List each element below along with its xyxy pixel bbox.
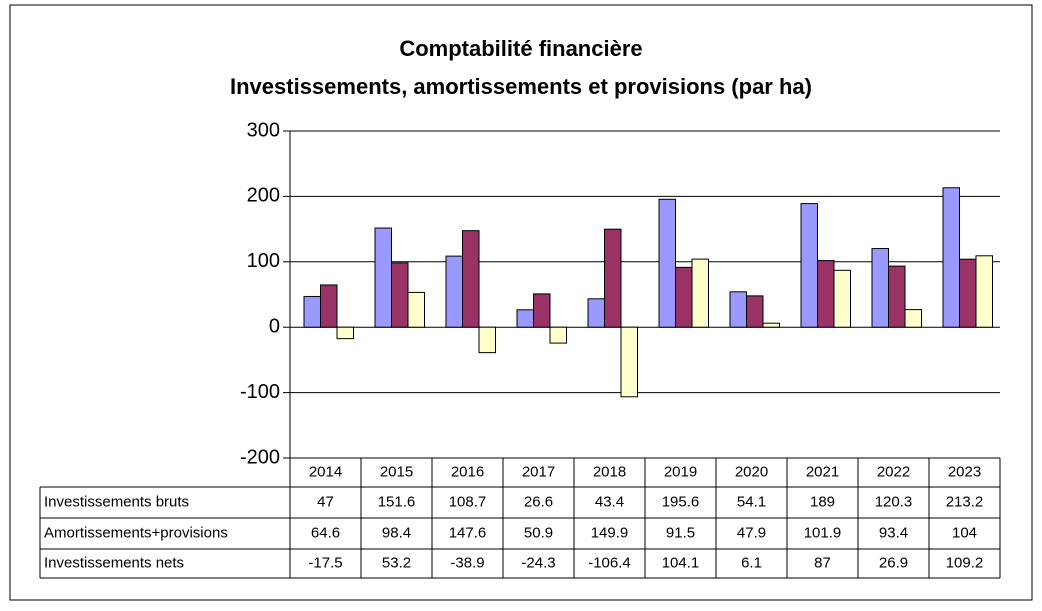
table-cell: 64.6 [311, 524, 340, 541]
bar [762, 322, 780, 328]
bar [391, 262, 409, 328]
bar [871, 248, 889, 328]
table-cell: 213.2 [946, 493, 984, 510]
table-cell: -17.5 [308, 554, 342, 571]
bar [445, 255, 463, 328]
x-tick-label: 2020 [735, 463, 768, 480]
bar [691, 258, 709, 328]
x-tick-label: 2017 [522, 463, 555, 480]
y-tick-label: 100 [247, 250, 280, 272]
y-tick-label: -200 [240, 446, 280, 468]
table-cell: 93.4 [879, 524, 908, 541]
table-cell: 6.1 [741, 554, 762, 571]
bar [478, 326, 496, 354]
table-cell: 26.6 [524, 493, 553, 510]
bar [587, 298, 605, 328]
table-cell: -38.9 [450, 554, 484, 571]
x-tick-label: 2019 [664, 463, 697, 480]
table-cell: 189 [810, 493, 835, 510]
bar [407, 291, 425, 328]
bar [817, 260, 835, 328]
chart-subtitle: Investissements, amortissements et provi… [230, 74, 812, 99]
table-cell: 47.9 [737, 524, 766, 541]
y-tick-label: 300 [247, 119, 280, 141]
y-tick-label: -100 [240, 381, 280, 403]
bar [516, 309, 534, 328]
bar [959, 258, 977, 328]
bar [833, 269, 851, 328]
table-cell: 151.6 [378, 493, 416, 510]
bar [320, 284, 338, 328]
x-tick-label: 2023 [948, 463, 981, 480]
table-cell: 195.6 [662, 493, 700, 510]
legend-label: Investissements nets [44, 554, 184, 571]
table-cell: -24.3 [521, 554, 555, 571]
table-cell: 104 [952, 524, 977, 541]
legend-label: Amortissements+provisions [44, 524, 228, 541]
bar [620, 326, 638, 398]
table-cell: 147.6 [449, 524, 487, 541]
bar [800, 203, 818, 328]
table-cell: 101.9 [804, 524, 842, 541]
bar [942, 187, 960, 328]
bar [462, 230, 480, 328]
y-tick-label: 200 [247, 185, 280, 207]
x-tick-label: 2022 [877, 463, 910, 480]
bar [303, 295, 321, 328]
x-tick-label: 2018 [593, 463, 626, 480]
table-cell: 91.5 [666, 524, 695, 541]
table-cell: 149.9 [591, 524, 629, 541]
table-cell: 43.4 [595, 493, 624, 510]
x-tick-label: 2014 [309, 463, 342, 480]
bar [746, 295, 764, 328]
table-cell: 104.1 [662, 554, 700, 571]
bar [888, 265, 906, 328]
table-cell: 109.2 [946, 554, 984, 571]
bar [658, 198, 676, 328]
y-tick-label: 0 [269, 315, 280, 337]
x-tick-label: 2016 [451, 463, 484, 480]
x-tick-label: 2021 [806, 463, 839, 480]
bar [604, 228, 622, 328]
bar [533, 293, 551, 328]
bar [904, 309, 922, 328]
bar [374, 227, 392, 328]
x-tick-label: 2015 [380, 463, 413, 480]
table-cell: 47 [317, 493, 334, 510]
table-cell: -106.4 [588, 554, 631, 571]
table-cell: 26.9 [879, 554, 908, 571]
bar [336, 326, 354, 340]
bar [975, 255, 993, 328]
bar [675, 266, 693, 328]
table-cell: 50.9 [524, 524, 553, 541]
bar [549, 326, 567, 344]
table-cell: 87 [814, 554, 831, 571]
table-cell: 108.7 [449, 493, 487, 510]
bar [729, 291, 747, 328]
chart-border [9, 4, 1033, 601]
table-cell: 98.4 [382, 524, 411, 541]
table-cell: 54.1 [737, 493, 766, 510]
chart-title: Comptabilité financière [399, 36, 642, 61]
legend-label: Investissements bruts [44, 493, 189, 510]
table-cell: 53.2 [382, 554, 411, 571]
table-cell: 120.3 [875, 493, 913, 510]
